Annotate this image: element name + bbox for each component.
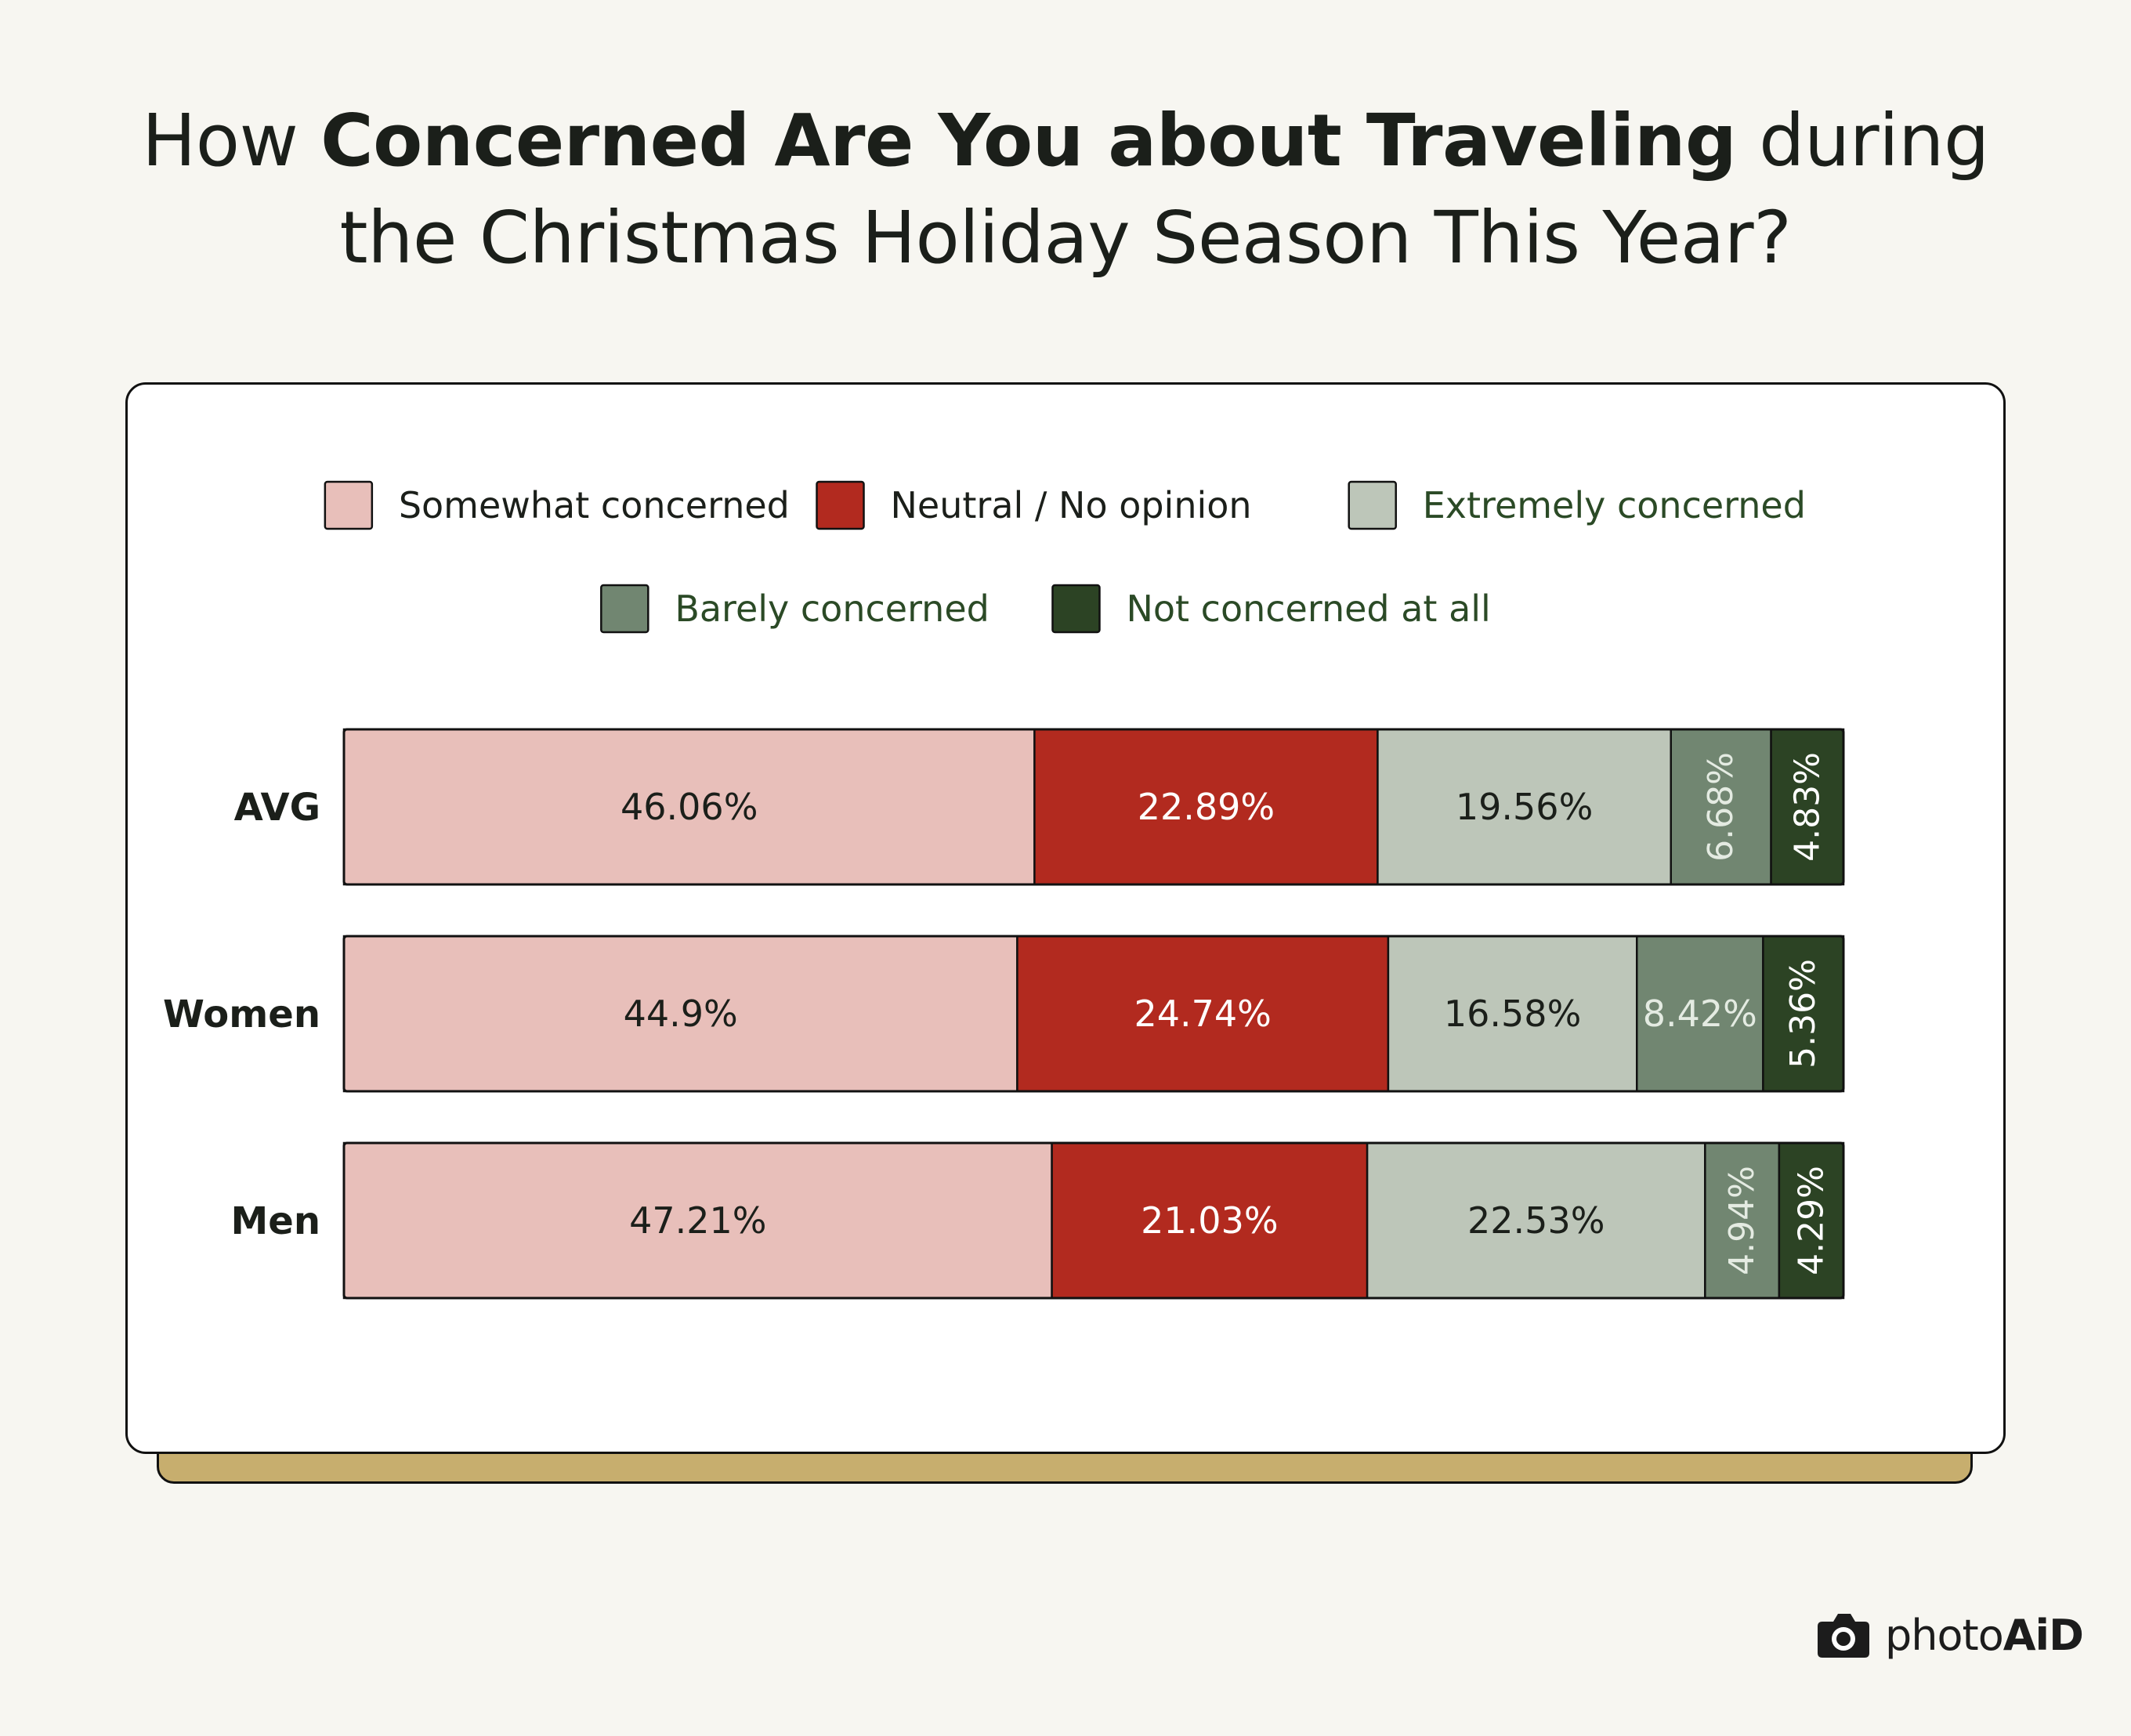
- bar-segment: [342, 1141, 1053, 1300]
- data-label: 21.03%: [1141, 1199, 1278, 1242]
- data-label: 19.56%: [1456, 786, 1593, 828]
- brand-name-light: photo: [1885, 1610, 2004, 1660]
- data-label: 6.68%: [1701, 752, 1741, 862]
- bar-segment: [1778, 1141, 1845, 1300]
- stacked-bar-chart: Somewhat concerned Neutral / No opinion Ex…: [163, 480, 1845, 1300]
- category-label: Women: [163, 993, 320, 1036]
- title-part-1: How: [142, 99, 321, 183]
- bar-segment: [1636, 935, 1764, 1093]
- bar-outline: [342, 728, 1845, 886]
- category-label: Men: [231, 1199, 321, 1243]
- data-label: 46.06%: [620, 786, 758, 828]
- title-line-2: the Christmas Holiday Season This Year?: [339, 196, 1792, 280]
- data-label: 22.53%: [1467, 1199, 1605, 1242]
- bar-segment: [1770, 728, 1845, 886]
- data-label: 44.9%: [624, 993, 738, 1035]
- bar-segment: [1051, 1141, 1369, 1300]
- legend-swatch: [600, 584, 649, 634]
- data-label: 4.94%: [1722, 1166, 1762, 1275]
- brand-name: photoAiD: [1885, 1610, 2084, 1660]
- legend-label: Neutral / No opinion: [891, 484, 1252, 526]
- bar-segment: [1704, 1141, 1781, 1300]
- category-label: AVG: [234, 786, 320, 830]
- data-label: 4.83%: [1787, 752, 1827, 862]
- legend-swatch: [1051, 584, 1101, 634]
- brand-logo: photoAiD: [1816, 1608, 2084, 1662]
- bar-outline: [342, 1141, 1845, 1300]
- data-label: 5.36%: [1783, 959, 1823, 1069]
- bar-segment: [1762, 935, 1845, 1093]
- title-part-2: during: [1736, 99, 1989, 183]
- legend-label: Barely concerned: [675, 588, 990, 630]
- bar-segment: [1016, 935, 1390, 1093]
- chart-card: Somewhat concerned Neutral / No opinion Ex…: [125, 382, 2006, 1454]
- brand-name-strong: AiD: [2003, 1610, 2084, 1660]
- data-label: 47.21%: [629, 1199, 766, 1242]
- legend-label: Not concerned at all: [1126, 588, 1490, 630]
- legend-swatch: [816, 480, 865, 530]
- camera-icon: [1818, 1614, 1869, 1658]
- bar-outline: [342, 935, 1845, 1093]
- title-bold: Concerned Are You about Traveling: [320, 99, 1737, 183]
- data-label: 24.74%: [1134, 993, 1271, 1035]
- legend-label: Somewhat concerned: [399, 484, 790, 526]
- legend-swatch: [324, 480, 374, 530]
- legend-swatch: [1348, 480, 1397, 530]
- bar-segment: [1387, 935, 1638, 1093]
- legend-label: Extremely concerned: [1423, 484, 1806, 526]
- bar-segment: [1366, 1141, 1706, 1300]
- page-title: How Concerned Are You about Traveling du…: [0, 92, 2131, 287]
- data-label: 22.89%: [1138, 786, 1275, 828]
- data-label: 16.58%: [1444, 993, 1581, 1035]
- bar-segment: [1377, 728, 1672, 886]
- data-label: 8.42%: [1643, 993, 1757, 1035]
- bar-segment: [342, 728, 1036, 886]
- data-label: 4.29%: [1791, 1166, 1831, 1275]
